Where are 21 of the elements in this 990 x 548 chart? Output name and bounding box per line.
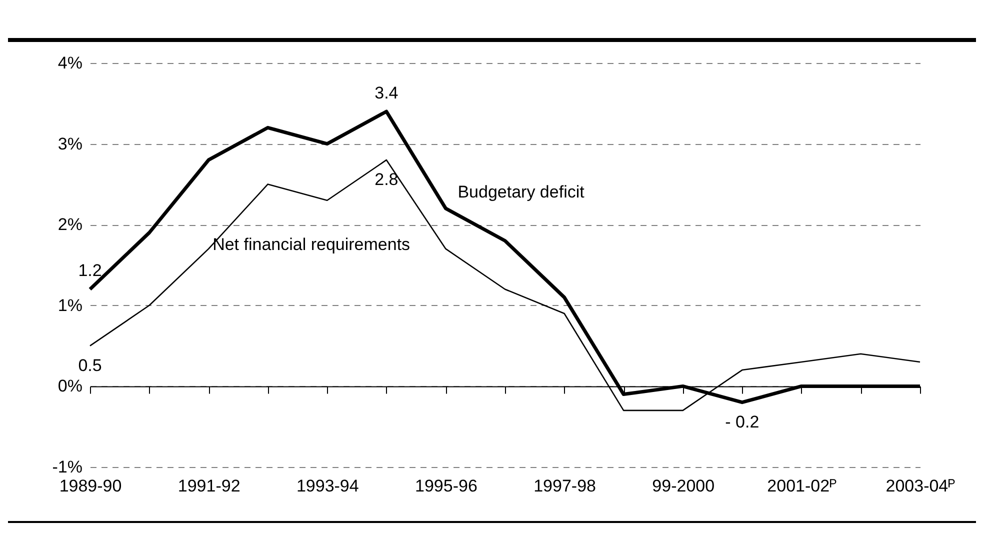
y-tick-label: 1% bbox=[58, 296, 82, 315]
series-label: Net financial requirements bbox=[212, 234, 410, 254]
x-tick-label: 1993-94 bbox=[296, 476, 359, 496]
y-tick-label: 0% bbox=[58, 376, 82, 396]
x-tick-label: 1989-90 bbox=[59, 476, 122, 496]
data-label: 3.4 bbox=[374, 83, 398, 102]
x-tick-label: 1991-92 bbox=[178, 476, 240, 496]
y-tick-label: 2% bbox=[58, 215, 82, 234]
data-label: - 0.2 bbox=[725, 412, 760, 432]
x-tick-label: 99-2000 bbox=[652, 476, 715, 496]
data-label: 0.5 bbox=[78, 356, 102, 375]
y-tick-label: 4% bbox=[58, 54, 82, 72]
x-tick-label: 2001-02ᴾ bbox=[767, 476, 837, 496]
data-label: 2.8 bbox=[374, 170, 398, 189]
x-tick-label: 1995-96 bbox=[415, 476, 478, 496]
data-label: 1.2 bbox=[78, 261, 102, 280]
x-tick-label: 2003-04ᴾ bbox=[886, 476, 956, 496]
y-tick-label: -1% bbox=[52, 458, 82, 476]
x-tick-label: 1997-98 bbox=[534, 476, 596, 496]
y-tick-label: 3% bbox=[58, 134, 82, 154]
series-label: Budgetary deficit bbox=[458, 182, 585, 202]
